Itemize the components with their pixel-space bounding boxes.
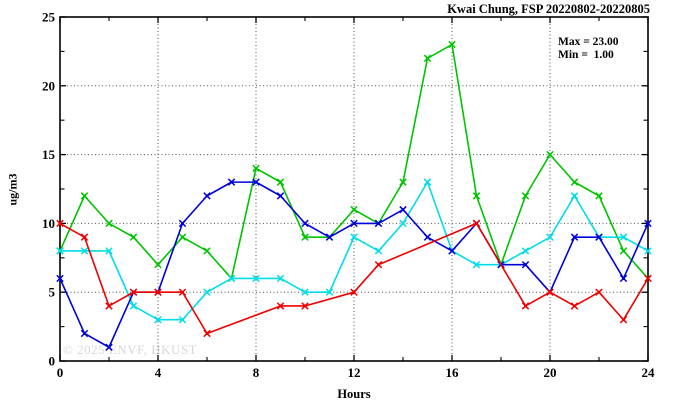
y-tick-label: 10: [42, 216, 55, 231]
y-tick-label: 25: [42, 10, 56, 25]
watermark: © 2025 ENVF, HKUST: [63, 342, 198, 357]
min-label: Min = 1.00: [558, 49, 614, 61]
x-axis-label: Hours: [337, 387, 371, 401]
x-tick-label: 12: [348, 365, 361, 380]
max-label: Max = 23.00: [558, 36, 619, 48]
x-tick-label: 16: [446, 365, 460, 380]
y-tick-label: 5: [49, 285, 56, 300]
x-tick-label: 8: [253, 365, 260, 380]
series-line-red: [59, 222, 649, 335]
x-tick-label: 0: [57, 365, 64, 380]
x-tick-label: 20: [544, 365, 557, 380]
x-tick-label: 4: [155, 365, 162, 380]
y-tick-label: 20: [42, 78, 55, 93]
y-tick-label: 15: [42, 147, 56, 162]
chart-title: Kwai Chung, FSP 20220802-20220805: [447, 2, 650, 16]
max-min-annotation: Max = 23.00 Min = 1.00: [558, 36, 619, 62]
x-tick-label: 24: [642, 365, 656, 380]
y-tick-label: 0: [49, 354, 56, 369]
